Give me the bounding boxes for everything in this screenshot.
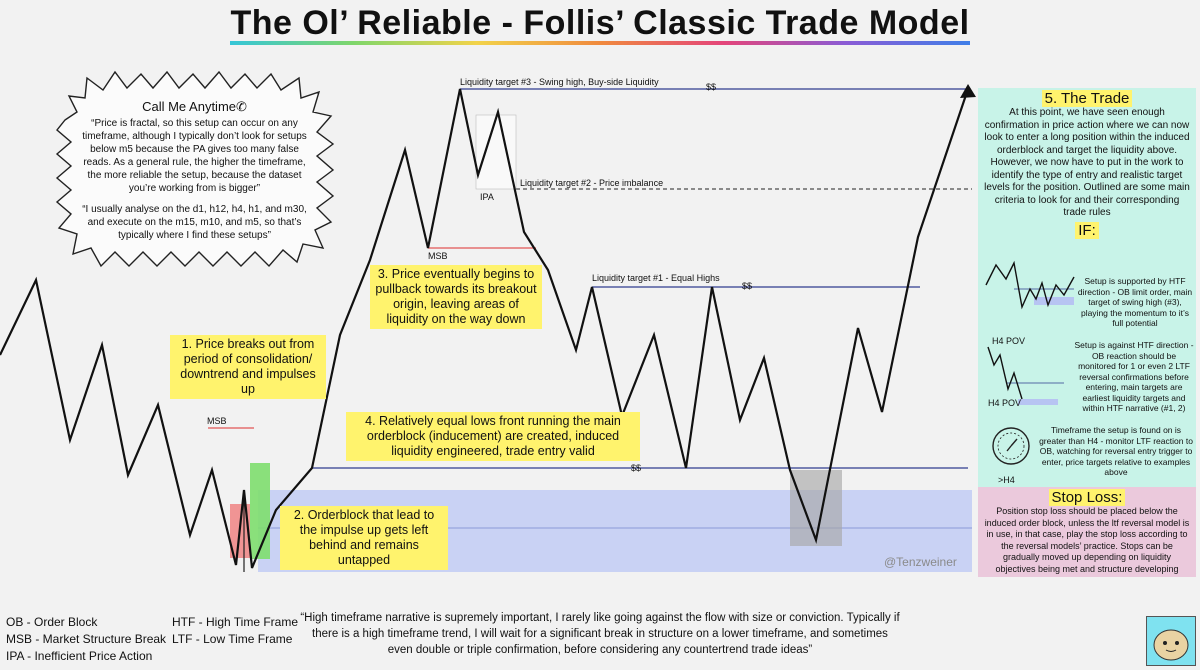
legend-ob: OB - Order Block (6, 615, 98, 629)
liquidity-target-3-label: Liquidity target #3 - Swing high, Buy-si… (460, 77, 659, 87)
speech-cloud (55, 70, 335, 268)
liquidity-target-2-label: Liquidity target #2 - Price imbalance (520, 178, 664, 188)
legend-msb: MSB - Market Structure Break (6, 632, 167, 646)
phone-icon: ✆ (236, 99, 247, 114)
ipa-label: IPA (480, 192, 494, 202)
legend-acronyms-right: HTF - High Time Frame LTF - Low Time Fra… (172, 614, 298, 648)
price-path (0, 88, 970, 569)
tap-zone (790, 470, 842, 546)
note-2: 2. Orderblock that lead to the impulse u… (280, 506, 448, 570)
avatar (1146, 616, 1196, 666)
msb-label-low: MSB (207, 416, 227, 426)
liquidity-target-1-label: Liquidity target #1 - Equal Highs (592, 273, 720, 283)
dollar-marker-3: $$ (706, 82, 717, 92)
watermark: @Tenzweiner (884, 555, 957, 569)
page-title: The Ol’ Reliable - Follis’ Classic Trade… (230, 4, 970, 42)
avatar-face-icon (1153, 629, 1189, 661)
stop-loss-title: Stop Loss: (978, 489, 1196, 506)
legend-acronyms-left: OB - Order Block MSB - Market Structure … (6, 614, 166, 665)
condition-2: Setup is against HTF direction - OB reac… (1074, 340, 1194, 413)
if-title: IF: (978, 221, 1196, 239)
cloud-paragraph-2: “I usually analyse on the d1, h12, h4, h… (82, 204, 307, 241)
mini-chart-htf-supported (985, 260, 1075, 310)
cloud-paragraph-1: “Price is fractal, so this setup can occ… (82, 118, 307, 194)
dollar-marker-1: $$ (742, 281, 753, 291)
stop-loss-panel: Stop Loss: Position stop loss should be … (978, 487, 1196, 577)
condition-1: Setup is supported by HTF direction - OB… (1077, 276, 1193, 328)
pov-label-2: H4 POV (988, 398, 1022, 408)
note-4: 4. Relatively equal lows front running t… (346, 412, 640, 461)
clock-label: >H4 (998, 475, 1015, 485)
trade-text: At this point, we have seen enough confi… (984, 107, 1190, 218)
msb-label-top: MSB (428, 251, 448, 261)
clock-icon (992, 427, 1030, 465)
legend-htf: HTF - High Time Frame (172, 615, 299, 629)
cloud-heading: Call Me Anytime✆ (142, 99, 247, 114)
legend-ltf: LTF - Low Time Frame (172, 632, 293, 646)
note-3: 3. Price eventually begins to pullback t… (370, 265, 542, 329)
mini-chart-htf-against (987, 346, 1064, 405)
arrow-head (960, 84, 976, 98)
note-1: 1. Price breaks out from period of conso… (170, 335, 326, 399)
cloud-text: Call Me Anytime✆ “Price is fractal, so t… (82, 100, 307, 250)
trade-title: 5. The Trade (978, 90, 1196, 107)
dollar-marker-lows: $$ (631, 463, 642, 473)
bullish-candle (250, 463, 270, 559)
legend-ipa: IPA - Inefficient Price Action (6, 649, 153, 663)
condition-3: Timeframe the setup is found on is great… (1039, 425, 1193, 477)
title-underline (230, 41, 970, 45)
closing-quote: “High timeframe narrative is supremely i… (300, 612, 900, 656)
ipa-zone (475, 114, 517, 190)
pov-label-1: H4 POV (992, 336, 1026, 346)
stop-loss-text: Position stop loss should be placed belo… (984, 506, 1190, 574)
trade-panel: 5. The Trade At this point, we have seen… (978, 88, 1196, 487)
